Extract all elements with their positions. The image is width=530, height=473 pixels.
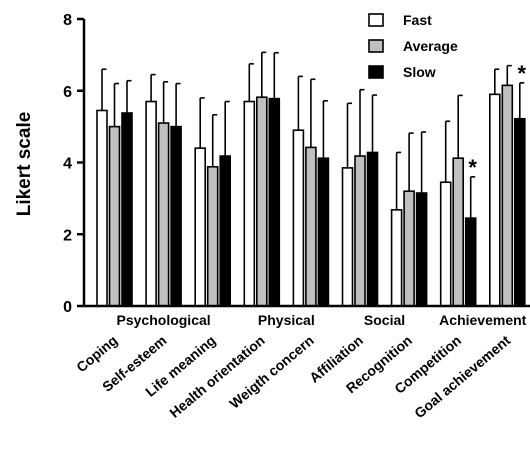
bar <box>390 209 403 307</box>
group-label: Psychological <box>117 312 211 328</box>
legend: Fast Average Slow <box>368 12 458 80</box>
bar <box>464 217 477 307</box>
significance-marker: * <box>518 61 527 86</box>
annotations: ** <box>468 61 526 180</box>
significance-marker: * <box>468 155 477 180</box>
bar <box>219 155 231 307</box>
bar <box>255 96 268 307</box>
legend-swatch <box>368 65 384 79</box>
bar <box>305 146 317 307</box>
legend-swatch <box>368 13 384 27</box>
legend-label: Average <box>403 38 458 54</box>
bar <box>96 109 108 307</box>
group-label: Social <box>364 312 405 328</box>
bar <box>108 125 121 307</box>
bar <box>488 93 501 307</box>
legend-swatch <box>368 39 384 53</box>
group-labels: Psychological Physical Social Achievement <box>117 312 527 328</box>
bar <box>501 84 514 307</box>
legend-label: Slow <box>403 64 436 80</box>
bar <box>170 125 182 307</box>
bar <box>415 192 428 307</box>
bar <box>121 112 133 307</box>
bar <box>513 117 526 307</box>
bar <box>317 157 330 307</box>
bar <box>366 151 379 307</box>
bar <box>354 155 366 307</box>
y-tick-label: 2 <box>63 227 72 244</box>
bar <box>145 100 157 307</box>
y-axis: 0 2 4 6 8 <box>63 12 86 316</box>
x-tick-label: Weigth concern <box>226 332 317 412</box>
y-axis-label: Likert scale <box>14 112 35 217</box>
legend-label: Fast <box>403 12 432 28</box>
bar <box>452 157 465 307</box>
bar <box>439 181 452 307</box>
x-tick-label: Coping <box>73 332 120 375</box>
bar <box>268 97 281 307</box>
y-tick-label: 0 <box>63 299 72 316</box>
y-tick-label: 4 <box>63 156 72 173</box>
bar <box>206 166 219 307</box>
bar <box>403 190 415 307</box>
bar <box>243 100 256 307</box>
bar <box>157 122 170 307</box>
bar <box>292 129 305 307</box>
group-label: Achievement <box>439 312 526 328</box>
bar <box>194 147 206 307</box>
bar <box>341 167 354 307</box>
group-label: Physical <box>258 312 315 328</box>
y-tick-label: 6 <box>63 84 72 101</box>
error-bars <box>101 51 525 219</box>
y-tick-label: 8 <box>63 12 72 29</box>
